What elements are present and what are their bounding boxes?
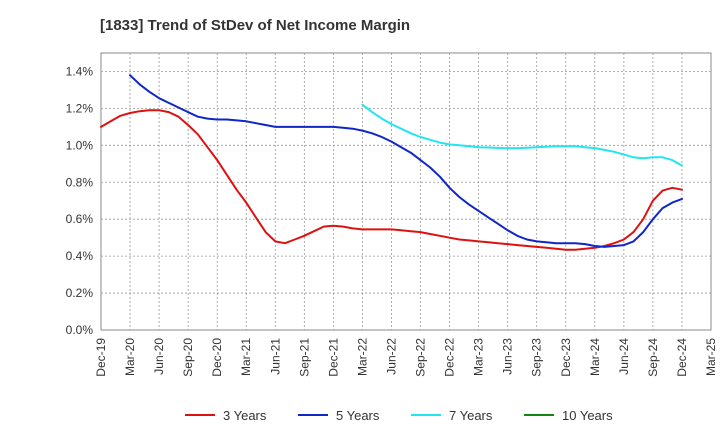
x-tick-label: Jun-23 xyxy=(501,338,515,375)
y-tick-label: 0.6% xyxy=(66,212,94,226)
y-tick-label: 0.0% xyxy=(66,323,94,337)
y-tick-label: 0.4% xyxy=(66,249,94,263)
x-tick-label: Dec-23 xyxy=(559,338,573,377)
y-tick-label: 1.0% xyxy=(66,138,94,152)
x-tick-label: Dec-24 xyxy=(675,338,689,377)
x-tick-label: Dec-20 xyxy=(210,338,224,377)
y-tick-label: 0.8% xyxy=(66,175,94,189)
y-tick-label: 1.2% xyxy=(66,101,94,115)
series-line-5-years xyxy=(129,74,683,248)
series-line-3-years xyxy=(100,109,683,251)
x-tick-label: Sep-24 xyxy=(646,338,660,377)
legend-label-5-years: 5 Years xyxy=(336,408,380,423)
x-tick-label: Mar-23 xyxy=(472,338,486,376)
legend: 3 Years 5 Years 7 Years 10 Years xyxy=(185,408,613,423)
x-tick-label: Mar-20 xyxy=(123,338,137,376)
x-tick-label: Sep-21 xyxy=(297,338,311,377)
series-line-7-years xyxy=(361,103,683,167)
legend-label-10-years: 10 Years xyxy=(562,408,613,423)
x-tick-label: Sep-20 xyxy=(181,338,195,377)
plot-frame xyxy=(100,52,712,331)
y-tick-label: 0.2% xyxy=(66,286,94,300)
x-tick-label: Jun-20 xyxy=(152,338,166,375)
x-tick-label: Dec-19 xyxy=(94,338,108,377)
x-tick-label: Dec-21 xyxy=(326,338,340,377)
x-tick-label: Mar-22 xyxy=(355,338,369,376)
x-tick-label: Dec-22 xyxy=(443,338,457,377)
legend-label-3-years: 3 Years xyxy=(223,408,267,423)
series-lines xyxy=(100,74,683,251)
grid xyxy=(100,52,712,331)
legend-label-7-years: 7 Years xyxy=(449,408,493,423)
x-tick-label: Jun-24 xyxy=(617,338,631,375)
x-tick-label: Sep-23 xyxy=(530,338,544,377)
x-tick-label: Mar-21 xyxy=(239,338,253,376)
y-tick-label: 1.4% xyxy=(66,64,94,78)
x-tick-label: Mar-24 xyxy=(588,338,602,376)
x-tick-label: Mar-25 xyxy=(704,338,718,376)
chart-title: [1833] Trend of StDev of Net Income Marg… xyxy=(100,17,410,34)
x-tick-label: Sep-22 xyxy=(414,338,428,377)
axes: 0.0% 0.2% 0.4% 0.6% 0.8% 1.0% 1.2% 1.4% Dec-19 Ma… xyxy=(66,64,718,376)
x-tick-label: Jun-22 xyxy=(384,338,398,375)
x-tick-label: Jun-21 xyxy=(268,338,282,375)
